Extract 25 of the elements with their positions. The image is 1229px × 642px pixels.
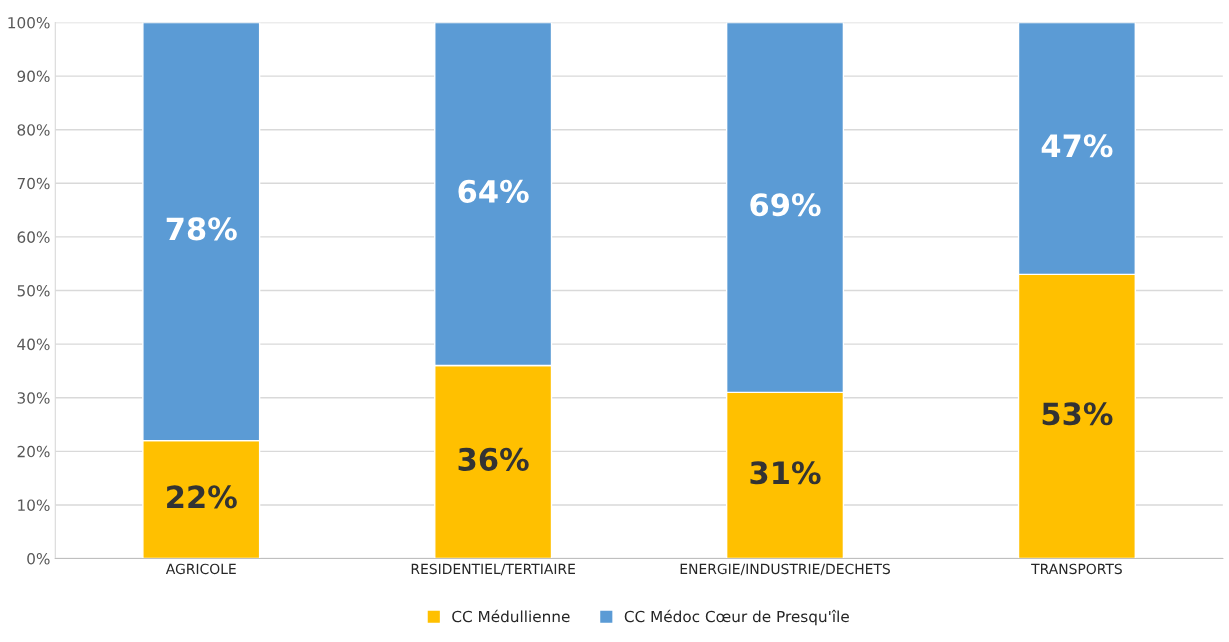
- legend-label: CC Médullienne: [452, 609, 570, 623]
- data-label: 36%: [458, 447, 529, 471]
- x-tick-label: AGRICOLE: [165, 563, 236, 575]
- y-tick-label: 100%: [8, 16, 50, 29]
- y-tick-label: 20%: [17, 445, 50, 458]
- x-tick-label: ENERGIE/INDUSTRIE/DECHETS: [680, 563, 890, 576]
- data-label: 78%: [166, 217, 237, 241]
- data-label: 53%: [1042, 402, 1113, 426]
- y-tick-label: 0%: [27, 553, 50, 565]
- data-label: 47%: [1041, 134, 1113, 158]
- legend-label: CC Médoc Cœur de Presqu'île: [624, 609, 849, 626]
- x-tick-label: RESIDENTIEL/TERTIAIRE: [411, 563, 575, 576]
- y-tick-label: 30%: [17, 392, 50, 404]
- y-tick-label: 90%: [17, 70, 50, 83]
- data-label: 64%: [458, 179, 529, 203]
- data-label: 31%: [750, 461, 821, 485]
- data-label: 69%: [750, 193, 821, 217]
- y-tick-label: 50%: [17, 284, 50, 297]
- x-tick-label: TRANSPORTS: [1031, 563, 1122, 575]
- y-tick-label: 40%: [17, 338, 50, 351]
- y-tick-label: 80%: [17, 124, 50, 136]
- y-tick-label: 60%: [17, 231, 50, 243]
- y-tick-label: 10%: [18, 499, 50, 511]
- y-tick-label: 70%: [17, 177, 50, 190]
- data-label: 22%: [167, 485, 237, 509]
